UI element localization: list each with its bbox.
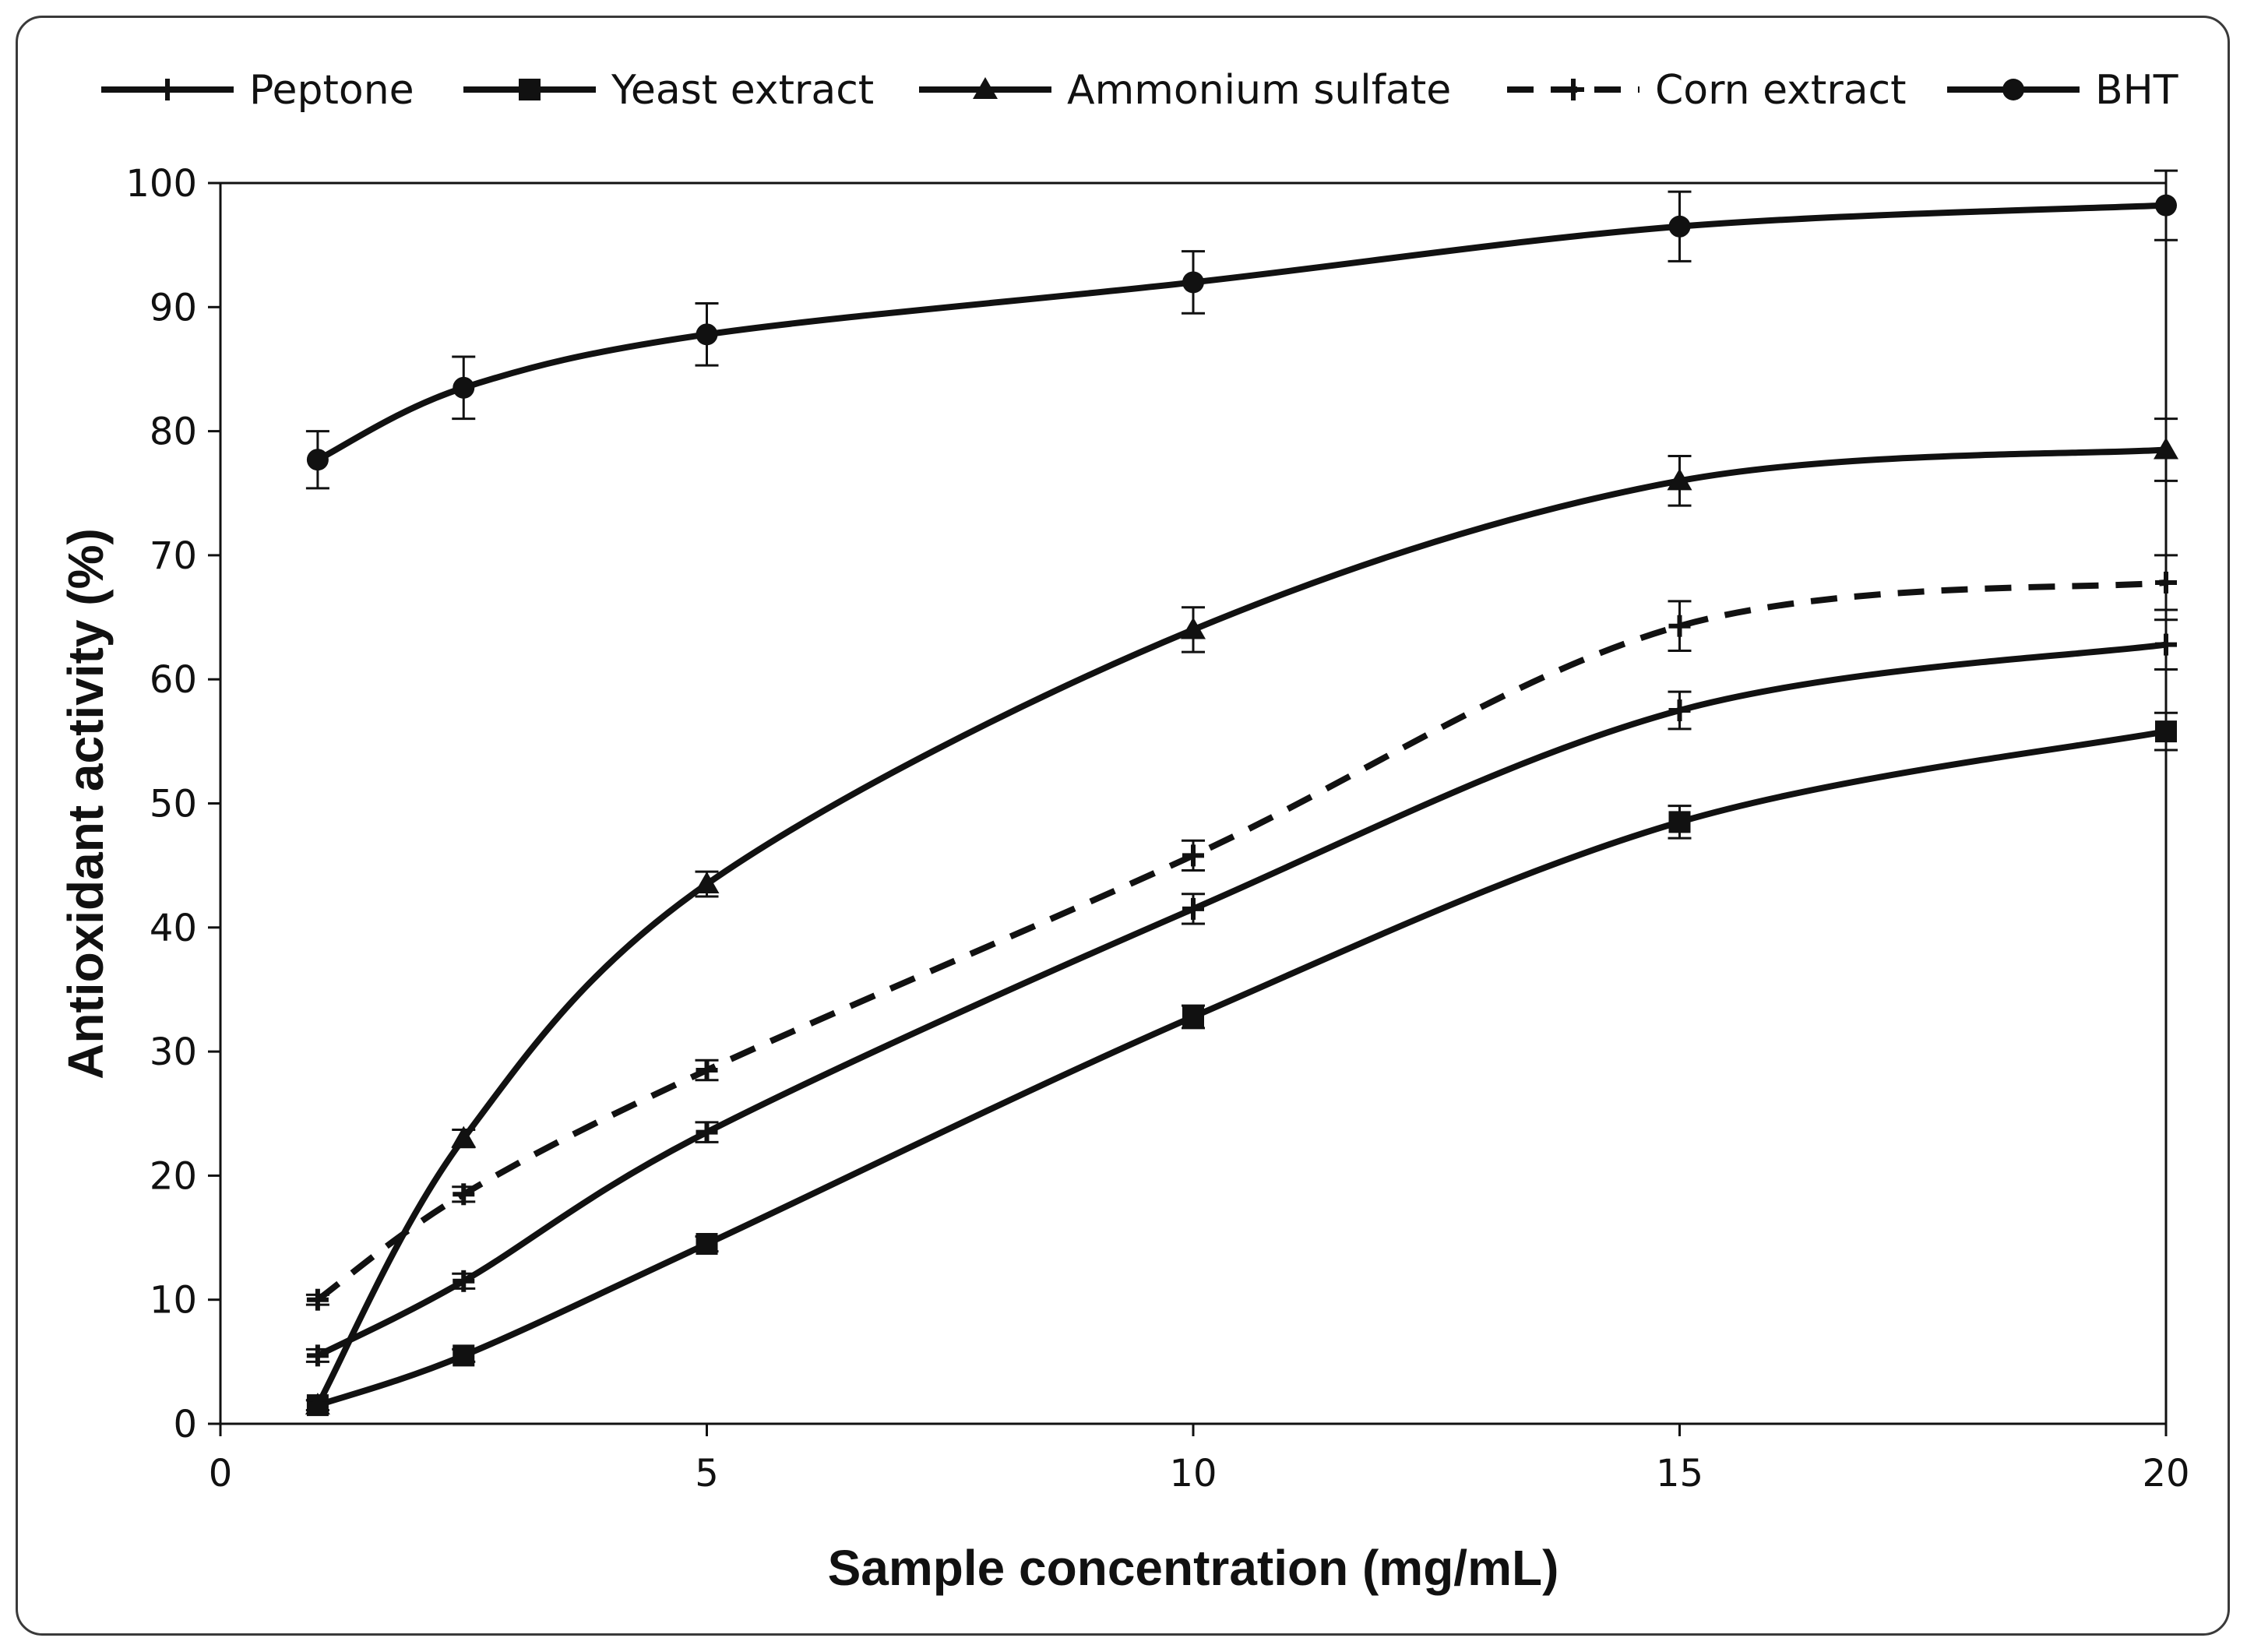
legend-label-bht: BHT (2095, 67, 2178, 114)
data-point-bht (453, 376, 475, 399)
legend-item-peptone: Peptone (101, 67, 414, 114)
data-point-peptone (453, 1270, 475, 1292)
legend-marker-peptone (157, 79, 178, 100)
data-point-bht (306, 449, 329, 471)
y-tick-label: 60 (150, 658, 197, 702)
series-corn-extract (305, 554, 2178, 1311)
y-tick-label: 30 (150, 1030, 197, 1074)
y-tick-label: 10 (150, 1279, 197, 1323)
legend-label-peptone: Peptone (249, 67, 414, 114)
chart-frame (16, 16, 2230, 1636)
data-point-peptone (306, 1344, 329, 1367)
series-line-bht (314, 202, 2169, 463)
data-point-ammonium-sulfate (694, 872, 720, 894)
series-line-ammonium-sulfate (314, 446, 2169, 1409)
y-tick-label: 50 (150, 783, 197, 826)
data-point-yeast-extract (2155, 720, 2177, 743)
data-point-ammonium-sulfate (451, 1125, 477, 1148)
y-tick-label: 20 (150, 1154, 197, 1198)
series-peptone (305, 618, 2178, 1367)
data-point-peptone (1182, 897, 1204, 920)
data-point-bht (2155, 194, 2177, 217)
data-point-bht (1182, 271, 1204, 294)
data-point-ammonium-sulfate (305, 1393, 330, 1415)
data-point-peptone (2155, 633, 2177, 656)
data-point-yeast-extract (1668, 811, 1691, 833)
legend-marker-corn-extract (1562, 79, 1584, 100)
legend-marker-bht (2002, 79, 2024, 100)
data-point-yeast-extract (696, 1233, 718, 1256)
x-tick-label: 5 (695, 1452, 719, 1495)
data-point-bht (1668, 215, 1691, 238)
legend-label-ammonium-sulfate: Ammonium sulfate (1067, 67, 1451, 114)
data-point-peptone (696, 1121, 718, 1143)
x-tick-label: 10 (1169, 1452, 1217, 1495)
series-line-corn-extract (315, 579, 2167, 1302)
series-ammonium-sulfate (305, 417, 2178, 1415)
legend-item-corn-extract: Corn extract (1507, 67, 1907, 114)
y-tick-label: 0 (173, 1403, 197, 1446)
y-tick-label: 90 (150, 286, 197, 329)
x-axis-title: Sample concentration (mg/mL) (828, 1540, 1559, 1596)
data-point-ammonium-sulfate (2154, 437, 2178, 460)
series-bht (305, 169, 2178, 490)
data-point-corn-extract (696, 1058, 718, 1081)
x-tick-label: 20 (2142, 1452, 2189, 1495)
x-tick-label: 0 (209, 1452, 233, 1495)
series-line-yeast-extract (314, 728, 2169, 1409)
y-tick-label: 70 (150, 534, 197, 578)
legend-marker-yeast-extract (519, 79, 541, 100)
legend-label-yeast-extract: Yeast extract (611, 67, 874, 114)
x-tick-label: 15 (1656, 1452, 1703, 1495)
data-point-corn-extract (453, 1183, 475, 1206)
data-point-corn-extract (1182, 844, 1204, 867)
data-point-peptone (1668, 699, 1691, 722)
series-yeast-extract (305, 711, 2178, 1417)
data-point-ammonium-sulfate (1667, 468, 1692, 491)
data-point-ammonium-sulfate (1181, 617, 1206, 639)
data-point-yeast-extract (453, 1344, 475, 1367)
legend-item-yeast-extract: Yeast extract (463, 67, 874, 114)
data-point-yeast-extract (1182, 1006, 1204, 1028)
plot-area (219, 181, 2168, 1425)
legend-item-ammonium-sulfate: Ammonium sulfate (919, 67, 1451, 114)
y-axis-title: Antioxidant activity (%) (58, 528, 114, 1080)
data-point-corn-extract (2155, 571, 2177, 594)
y-tick-label: 100 (125, 162, 197, 206)
y-tick-label: 80 (150, 410, 197, 454)
series-line-peptone (314, 641, 2169, 1359)
legend-marker-ammonium-sulfate (973, 77, 998, 99)
legend-label-corn-extract: Corn extract (1655, 67, 1907, 114)
y-tick-label: 40 (150, 907, 197, 950)
data-point-corn-extract (1668, 615, 1691, 637)
legend-item-bht: BHT (1947, 67, 2178, 114)
data-point-corn-extract (306, 1288, 329, 1311)
data-point-bht (696, 323, 718, 346)
